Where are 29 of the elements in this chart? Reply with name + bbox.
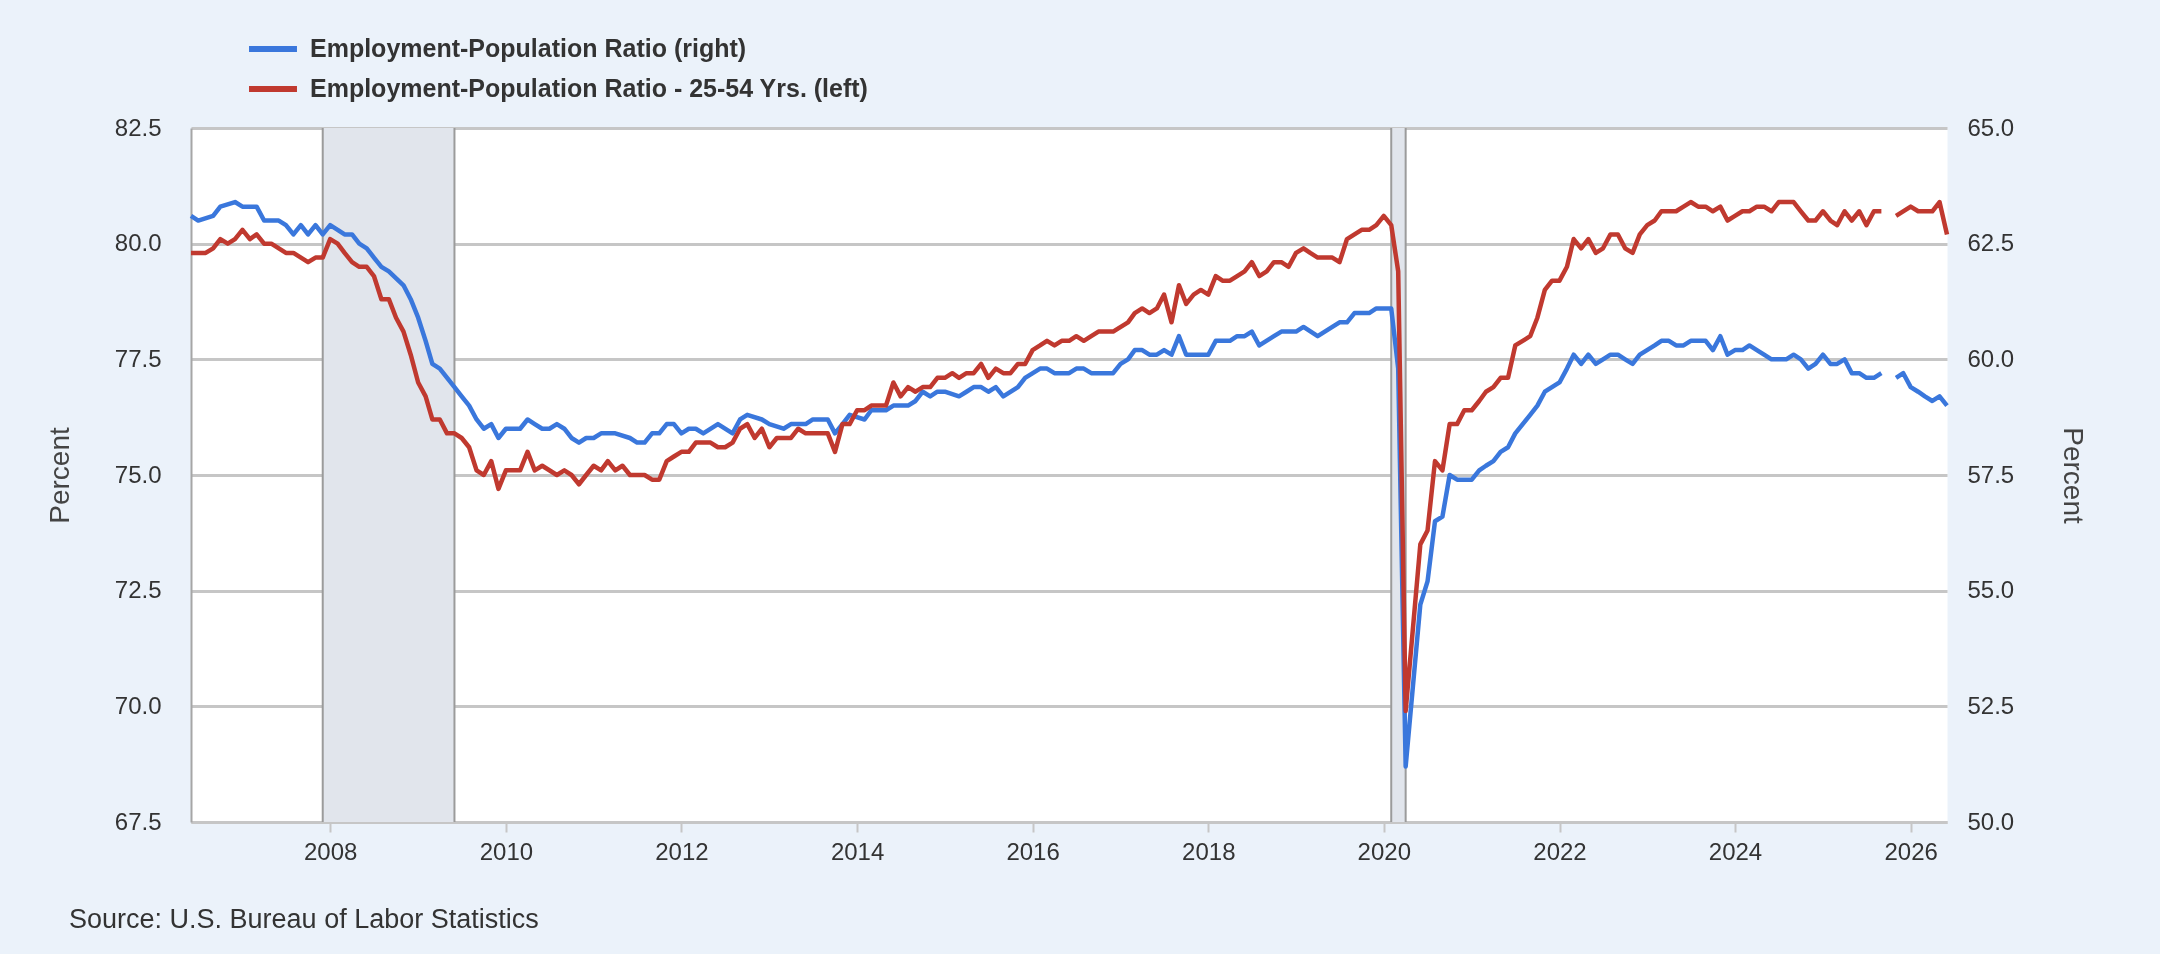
x-tick-label: 2016 xyxy=(1006,837,1060,865)
legend-label: Employment-Population Ratio (right) xyxy=(310,34,747,62)
y-tick-label: 80.0 xyxy=(114,229,162,257)
y-tick-label: 72.5 xyxy=(114,576,162,604)
x-tick-label: 2010 xyxy=(479,837,534,865)
y2-tick-label: 52.5 xyxy=(1967,691,2015,719)
x-tick-label: 2024 xyxy=(1708,837,1763,865)
y2-tick-label: 60.0 xyxy=(1967,344,2015,372)
y-tick-label: 70.0 xyxy=(114,691,162,719)
y-axis-title: Percent xyxy=(43,427,75,524)
legend-label: Employment-Population Ratio - 25-54 Yrs. (left) xyxy=(310,74,868,102)
y2-tick-label: 65.0 xyxy=(1967,113,2015,141)
y-tick-label: 75.0 xyxy=(114,460,162,488)
y2-tick-label: 62.5 xyxy=(1967,229,2015,257)
x-tick-label: 2018 xyxy=(1182,837,1236,865)
x-tick-label: 2012 xyxy=(655,837,709,865)
y-tick-label: 77.5 xyxy=(114,344,162,372)
y-tick-label: 67.5 xyxy=(114,807,162,835)
y2-axis-title: Percent xyxy=(2058,427,2090,524)
x-tick-label: 2022 xyxy=(1533,837,1587,865)
source-note: Source: U.S. Bureau of Labor Statistics xyxy=(69,904,539,934)
y2-tick-label: 55.0 xyxy=(1967,576,2015,604)
x-tick-label: 2026 xyxy=(1884,837,1938,865)
x-tick-label: 2020 xyxy=(1357,837,1411,865)
y2-tick-label: 50.0 xyxy=(1967,807,2015,835)
y-tick-label: 82.5 xyxy=(114,113,162,141)
x-tick-label: 2008 xyxy=(303,837,358,865)
y2-tick-label: 57.5 xyxy=(1967,460,2015,488)
x-tick-label: 2014 xyxy=(830,837,885,865)
